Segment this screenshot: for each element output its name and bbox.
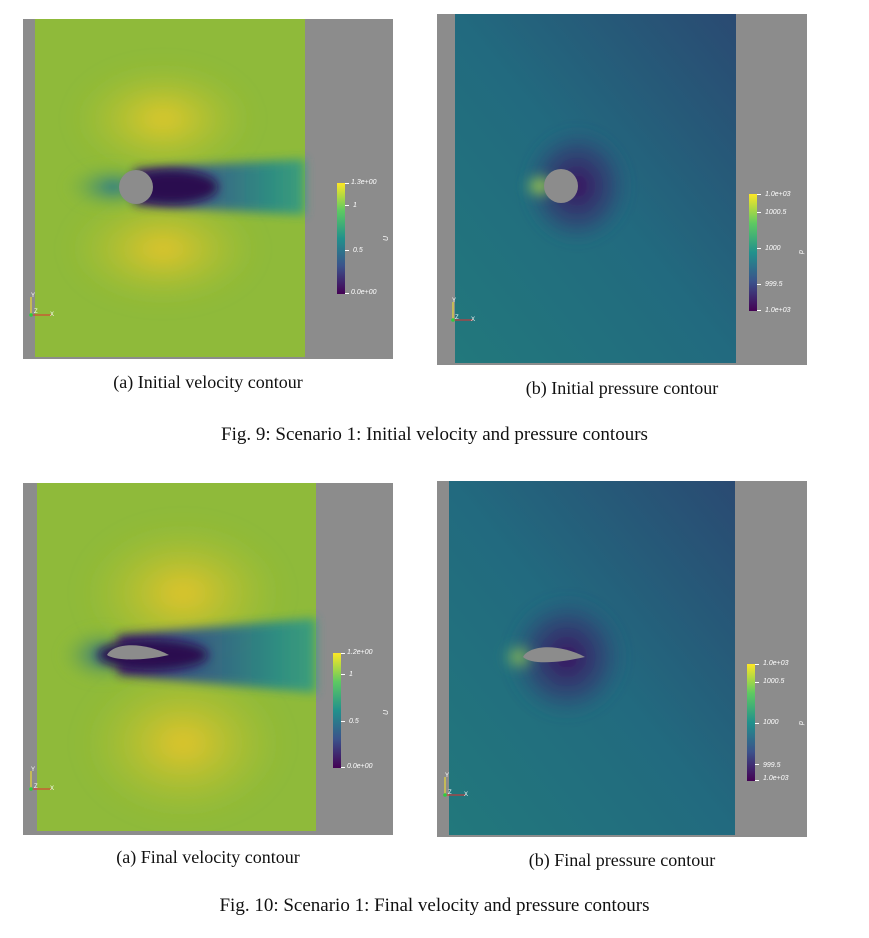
fig9-panel-a-caption: (a) Initial velocity contour <box>113 372 303 392</box>
fig9-panel-b-caption: (b) Initial pressure contour <box>525 378 719 398</box>
axis-z-label: Z <box>34 309 38 315</box>
fig10-panel-a-caption: (a) Final velocity contour <box>116 847 300 867</box>
colorbar-tick-label: 999.5 <box>765 281 783 288</box>
fig9-pressure-colorbar <box>749 194 757 311</box>
fig10-velocity-colorbar <box>333 653 341 768</box>
axes-triad-icon <box>443 777 465 797</box>
fig10-pressure-field <box>449 481 735 835</box>
colorbar-tick-label: 1 <box>353 202 357 209</box>
colorbar-max-label: 1.3e+00 <box>351 179 377 186</box>
fig9-pressure-panel: 1.0e+03 1000.5 1000 999.5 1.0e+03 p Y Z … <box>437 14 807 365</box>
axis-x-label: X <box>471 317 476 323</box>
fig10-pressure-panel: 1.0e+03 1000.5 1000 999.5 1.0e+03 p Y Z … <box>437 481 807 837</box>
axis-y-label: Y <box>445 773 450 779</box>
cylinder-obstacle <box>119 170 153 204</box>
axis-x-label: X <box>464 792 469 798</box>
axis-z-label: Z <box>448 790 452 796</box>
axis-y-label: Y <box>452 298 457 304</box>
colorbar-tick-label: 1000 <box>763 719 779 726</box>
airfoil-obstacle <box>107 645 169 660</box>
axes-triad-icon <box>29 297 51 317</box>
fig10-panel-b-caption: (b) Final pressure contour <box>528 850 716 870</box>
axis-y-label: Y <box>31 293 36 299</box>
colorbar-max-label: 1.2e+00 <box>347 649 373 656</box>
fig9-velocity-field <box>35 19 305 357</box>
colorbar-tick-label: 1 <box>349 671 353 678</box>
axis-y-label: Y <box>31 767 36 773</box>
colorbar-max-label: 1.0e+03 <box>765 191 791 198</box>
colorbar-min-label: 0.0e+00 <box>347 763 373 770</box>
colorbar-title: p <box>798 250 805 254</box>
axis-x-label: X <box>50 786 55 792</box>
axis-z-label: Z <box>455 315 459 321</box>
axis-x-label: X <box>50 312 55 318</box>
fig9-pressure-field <box>455 14 736 363</box>
colorbar-tick-label: 0.5 <box>349 718 359 725</box>
fig10-velocity-panel: 1.2e+00 1 0.5 0.0e+00 U Y Z X <box>23 483 393 835</box>
colorbar-title: U <box>383 709 390 715</box>
colorbar-max-label: 1.0e+03 <box>763 660 789 667</box>
colorbar-min-label: 1.0e+03 <box>763 775 789 782</box>
fig9-velocity-panel: 1.3e+00 1 0.5 0.0e+00 U Y Z X <box>23 19 393 359</box>
colorbar-tick-label: 1000.5 <box>763 678 785 685</box>
colorbar-min-label: 0.0e+00 <box>351 289 377 296</box>
fig10-pressure-colorbar <box>747 664 755 781</box>
colorbar-tick-label: 999.5 <box>763 762 781 769</box>
fig9-velocity-colorbar <box>337 183 345 294</box>
colorbar-tick-label: 1000 <box>765 245 781 252</box>
fig10-caption: Fig. 10: Scenario 1: Final velocity and … <box>219 895 650 916</box>
colorbar-title: U <box>383 235 390 241</box>
cylinder-obstacle <box>544 169 578 203</box>
axes-triad-icon <box>451 302 473 322</box>
fig9-caption: Fig. 9: Scenario 1: Initial velocity and… <box>221 424 648 445</box>
fig10-velocity-field <box>37 483 316 831</box>
colorbar-min-label: 1.0e+03 <box>765 307 791 314</box>
colorbar-tick-label: 1000.5 <box>765 209 787 216</box>
colorbar-title: p <box>798 721 805 725</box>
airfoil-obstacle <box>523 647 585 663</box>
axes-triad-icon <box>29 771 51 791</box>
axis-z-label: Z <box>34 784 38 790</box>
colorbar-tick-label: 0.5 <box>353 247 363 254</box>
